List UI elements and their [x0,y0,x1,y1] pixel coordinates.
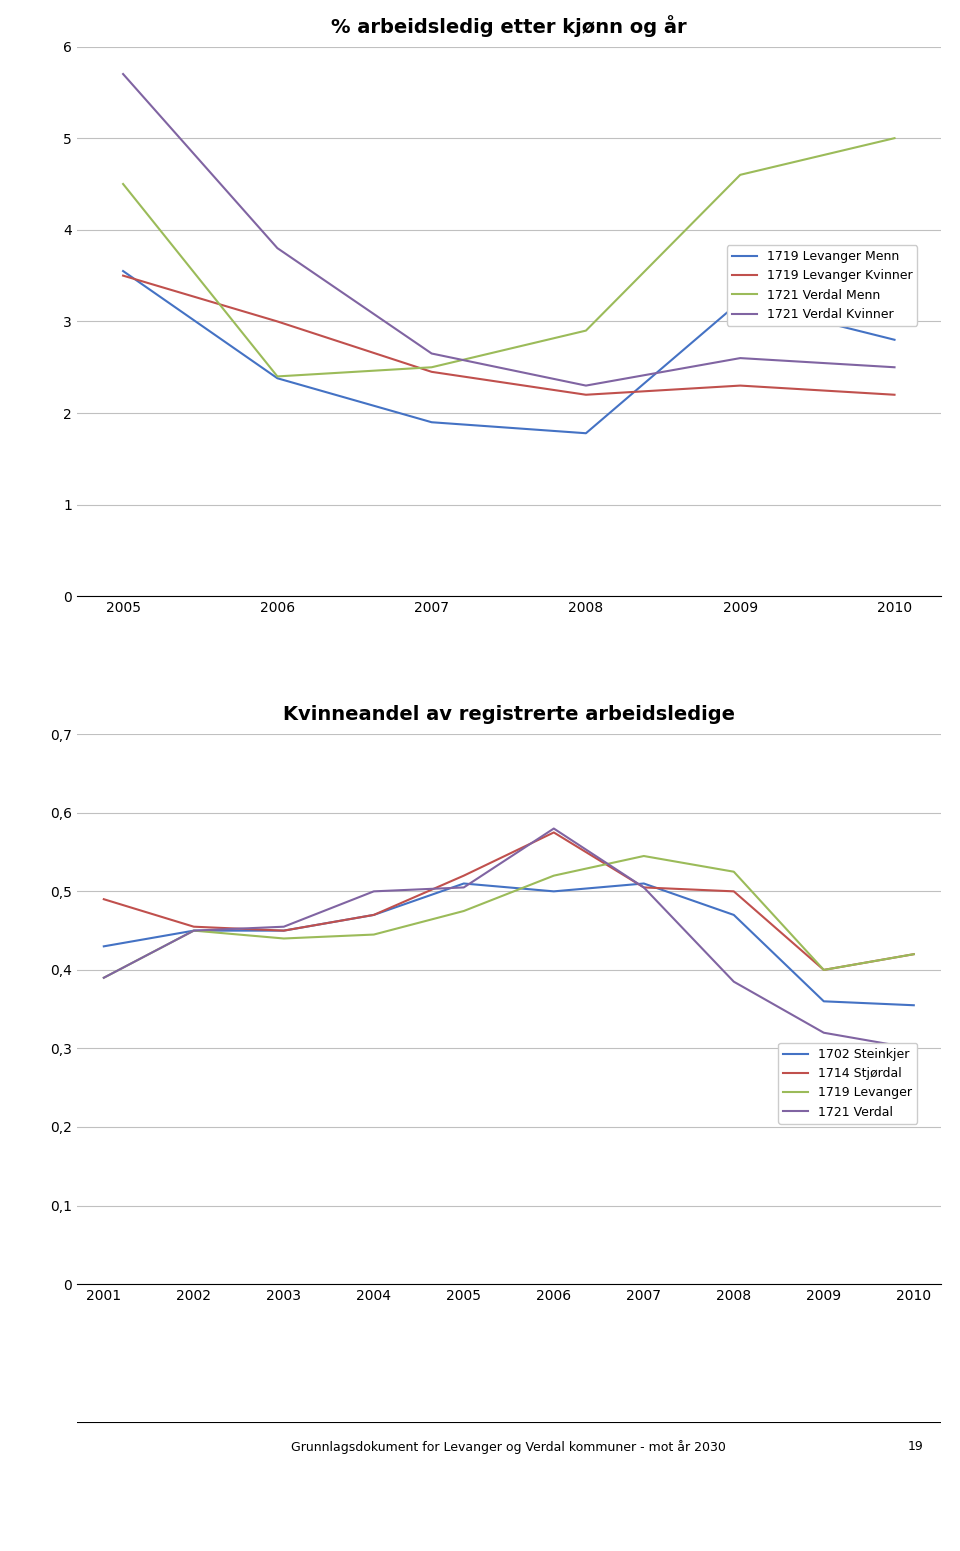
1702 Steinkjer [278,921,290,940]
1719 Levanger [278,929,290,948]
1702 Steinkjer [188,921,200,940]
1714 Stjørdal [458,867,469,886]
1719 Levanger [458,901,469,920]
1714 Stjørdal [818,960,829,979]
1719 Levanger [908,945,920,963]
1721 Verdal [188,921,200,940]
1719 Levanger Kvinner [117,267,129,285]
Line: 1719 Levanger Menn: 1719 Levanger Menn [123,271,895,433]
1719 Levanger Menn [272,369,283,388]
1702 Steinkjer [548,883,560,901]
1702 Steinkjer [728,906,739,924]
1714 Stjørdal [98,890,109,909]
1721 Verdal Menn [734,166,746,185]
1721 Verdal Kvinner [580,377,591,396]
1721 Verdal Menn [272,368,283,386]
1721 Verdal [908,1039,920,1058]
1719 Levanger Kvinner [889,386,900,405]
Line: 1714 Stjørdal: 1714 Stjørdal [104,833,914,969]
1719 Levanger Menn [117,262,129,281]
1719 Levanger [728,862,739,881]
Text: 19: 19 [908,1441,924,1453]
1721 Verdal Kvinner [272,239,283,257]
1719 Levanger [98,968,109,986]
1702 Steinkjer [98,937,109,955]
Text: Grunnlagsdokument for Levanger og Verdal kommuner - mot år 2030: Grunnlagsdokument for Levanger og Verdal… [292,1439,726,1453]
1721 Verdal Kvinner [734,349,746,368]
1721 Verdal Kvinner [426,344,438,363]
Line: 1702 Steinkjer: 1702 Steinkjer [104,884,914,1005]
1714 Stjørdal [278,921,290,940]
1714 Stjørdal [368,906,379,924]
1719 Levanger Kvinner [580,386,591,405]
1702 Steinkjer [368,906,379,924]
1702 Steinkjer [908,996,920,1014]
1721 Verdal Menn [580,321,591,340]
Legend: 1702 Steinkjer, 1714 Stjørdal, 1719 Levanger, 1721 Verdal: 1702 Steinkjer, 1714 Stjørdal, 1719 Leva… [779,1042,917,1123]
1719 Levanger Kvinner [426,363,438,382]
1721 Verdal [548,819,560,838]
1721 Verdal Menn [426,358,438,377]
Title: Kvinneandel av registrerte arbeidsledige: Kvinneandel av registrerte arbeidsledige [283,706,734,724]
1719 Levanger [638,847,650,865]
Line: 1719 Levanger Kvinner: 1719 Levanger Kvinner [123,276,895,396]
1714 Stjørdal [728,883,739,901]
1721 Verdal [458,878,469,896]
1719 Levanger [818,960,829,979]
1702 Steinkjer [818,993,829,1011]
1721 Verdal Menn [117,175,129,194]
1719 Levanger Menn [889,330,900,349]
1719 Levanger [548,867,560,886]
1719 Levanger [368,926,379,945]
1719 Levanger Menn [580,423,591,442]
1721 Verdal Kvinner [889,358,900,377]
1714 Stjørdal [638,878,650,896]
Line: 1721 Verdal: 1721 Verdal [104,828,914,1048]
1721 Verdal [638,878,650,896]
Legend: 1719 Levanger Menn, 1719 Levanger Kvinner, 1721 Verdal Menn, 1721 Verdal Kvinner: 1719 Levanger Menn, 1719 Levanger Kvinne… [727,245,917,326]
1721 Verdal [98,968,109,986]
1721 Verdal [818,1024,829,1042]
1719 Levanger Kvinner [734,377,746,396]
1721 Verdal [368,883,379,901]
1721 Verdal [728,972,739,991]
1721 Verdal Menn [889,129,900,147]
1714 Stjørdal [548,824,560,842]
1719 Levanger Kvinner [272,312,283,330]
1702 Steinkjer [458,875,469,893]
1714 Stjørdal [188,917,200,935]
1702 Steinkjer [638,875,650,893]
1719 Levanger [188,921,200,940]
Line: 1719 Levanger: 1719 Levanger [104,856,914,977]
1721 Verdal [278,917,290,935]
Line: 1721 Verdal Kvinner: 1721 Verdal Kvinner [123,74,895,386]
1719 Levanger Menn [734,292,746,310]
1719 Levanger Menn [426,413,438,431]
Title: % arbeidsledig etter kjønn og år: % arbeidsledig etter kjønn og år [331,14,686,37]
1714 Stjørdal [908,945,920,963]
Line: 1721 Verdal Menn: 1721 Verdal Menn [123,138,895,377]
1721 Verdal Kvinner [117,65,129,84]
